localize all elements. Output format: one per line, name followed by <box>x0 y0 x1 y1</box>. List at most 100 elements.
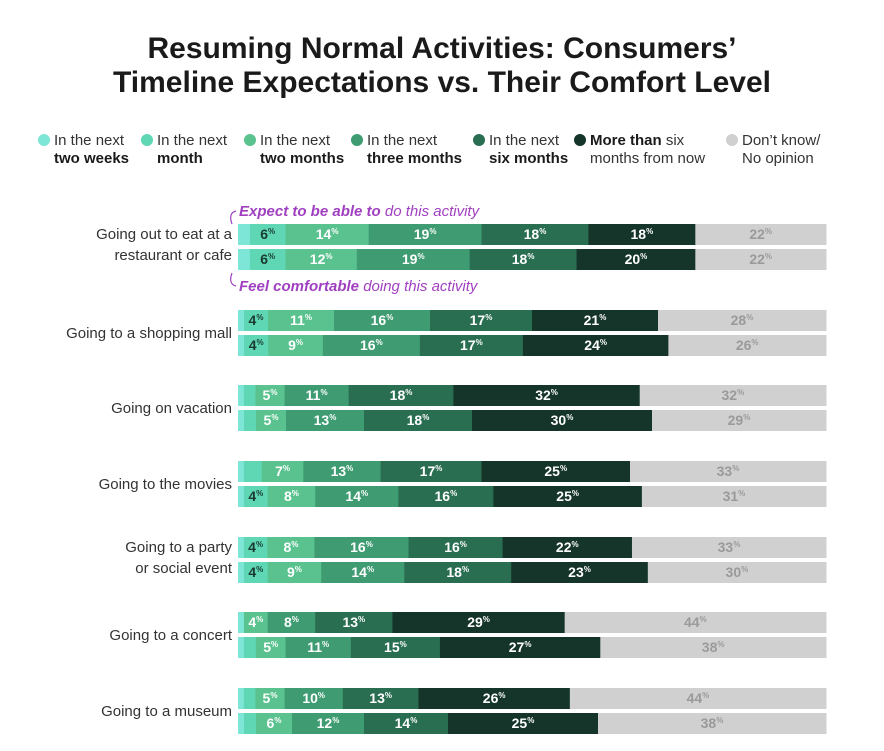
bar-comfort-3-2 <box>267 486 316 507</box>
bar-comfort-5-0 <box>238 637 245 658</box>
bar-comfort-4-2 <box>267 562 322 583</box>
chart-title-line-1: Resuming Normal Activities: Consumers’ <box>147 32 736 65</box>
legend-line1-0: In the next <box>54 132 125 149</box>
bar-expect-3-3 <box>303 461 382 482</box>
annotation-comfort: Feel comfortable doing this activity <box>239 278 479 295</box>
bar-expect-2-4 <box>348 385 454 406</box>
bar-comfort-4-1 <box>243 562 269 583</box>
bar-expect-0-3 <box>368 224 483 245</box>
bar-expect-1-1 <box>244 310 269 331</box>
bar-comfort-2-5 <box>472 410 653 431</box>
bar-expect-2-1 <box>243 385 256 406</box>
bar-comfort-3-6 <box>641 486 827 507</box>
bar-expect-5-2 <box>267 612 316 633</box>
bar-expect-3-5 <box>481 461 631 482</box>
bar-comfort-6-4 <box>364 713 449 734</box>
bar-comfort-6-3 <box>292 713 365 734</box>
bar-comfort-0-1 <box>249 249 287 270</box>
category-label-0-1: restaurant or cafe <box>114 247 232 264</box>
bar-expect-4-4 <box>408 537 504 558</box>
bar-comfort-5-4 <box>350 637 441 658</box>
bar-expect-6-0 <box>238 688 245 709</box>
bar-comfort-5-3 <box>285 637 352 658</box>
bar-expect-2-6 <box>639 385 827 406</box>
legend-line1-5: More than six <box>590 132 685 149</box>
bar-expect-6-5 <box>418 688 571 709</box>
bar-comfort-5-2 <box>255 637 287 658</box>
bar-expect-3-4 <box>380 461 483 482</box>
legend-line2-3: three months <box>367 150 462 167</box>
bar-comfort-3-1 <box>243 486 269 507</box>
bar-comfort-6-6 <box>598 713 827 734</box>
bar-expect-4-3 <box>314 537 410 558</box>
bar-comfort-3-5 <box>493 486 643 507</box>
category-label-3-0: Going to the movies <box>99 476 232 493</box>
bar-expect-3-1 <box>243 461 263 482</box>
bar-comfort-2-0 <box>238 410 245 431</box>
legend-line2-2: two months <box>260 150 344 167</box>
bar-comfort-4-4 <box>404 562 512 583</box>
bar-comfort-3-4 <box>398 486 494 507</box>
bar-expect-1-4 <box>430 310 533 331</box>
annotation-bracket-top <box>230 210 237 225</box>
category-label-4-1: or social event <box>135 560 233 577</box>
bar-expect-5-3 <box>315 612 393 633</box>
bar-comfort-1-1 <box>244 335 269 356</box>
bar-comfort-4-3 <box>321 562 405 583</box>
bar-expect-6-6 <box>569 688 827 709</box>
bar-comfort-0-6 <box>695 249 827 270</box>
bar-expect-1-6 <box>658 310 827 331</box>
category-label-1-0: Going to a shopping mall <box>66 325 232 342</box>
bar-comfort-0-3 <box>356 249 471 270</box>
bar-comfort-1-5 <box>522 335 669 356</box>
bar-expect-5-5 <box>564 612 827 633</box>
bar-expect-2-5 <box>453 385 641 406</box>
legend-line2-4: six months <box>489 150 568 167</box>
legend-swatch-4 <box>473 134 485 146</box>
bar-expect-1-3 <box>334 310 431 331</box>
bar-expect-0-0 <box>238 224 251 245</box>
bar-expect-0-1 <box>249 224 287 245</box>
legend-line2-1: month <box>157 150 203 167</box>
bar-comfort-1-3 <box>322 335 421 356</box>
bar-expect-6-1 <box>243 688 256 709</box>
bar-comfort-0-0 <box>238 249 251 270</box>
bar-comfort-2-1 <box>244 410 257 431</box>
legend-swatch-2 <box>244 134 256 146</box>
bar-expect-1-5 <box>532 310 659 331</box>
bar-expect-4-1 <box>243 537 268 558</box>
bar-comfort-6-5 <box>448 713 599 734</box>
legend-swatch-1 <box>141 134 153 146</box>
bar-expect-4-2 <box>267 537 315 558</box>
legend-line1-2: In the next <box>260 132 331 149</box>
bar-expect-2-3 <box>284 385 350 406</box>
bar-expect-5-1 <box>243 612 269 633</box>
bar-expect-5-0 <box>238 612 245 633</box>
bar-expect-4-5 <box>502 537 633 558</box>
bar-expect-5-4 <box>392 612 566 633</box>
bar-expect-2-2 <box>255 385 286 406</box>
category-label-0-0: Going out to eat at a <box>96 226 233 243</box>
bar-comfort-2-6 <box>652 410 827 431</box>
bar-comfort-0-4 <box>469 249 578 270</box>
bar-expect-4-0 <box>238 537 245 558</box>
bar-expect-3-0 <box>238 461 245 482</box>
bar-expect-0-6 <box>695 224 827 245</box>
bar-expect-6-2 <box>255 688 286 709</box>
category-label-6-0: Going to a museum <box>101 703 232 720</box>
bar-expect-0-2 <box>285 224 370 245</box>
bar-comfort-5-5 <box>439 637 601 658</box>
bar-comfort-1-2 <box>268 335 324 356</box>
bar-expect-6-3 <box>284 688 344 709</box>
bar-comfort-6-2 <box>256 713 293 734</box>
bar-comfort-1-6 <box>668 335 827 356</box>
category-label-5-0: Going to a concert <box>109 627 232 644</box>
bar-comfort-5-1 <box>243 637 257 658</box>
legend-line2-0: two weeks <box>54 150 129 167</box>
